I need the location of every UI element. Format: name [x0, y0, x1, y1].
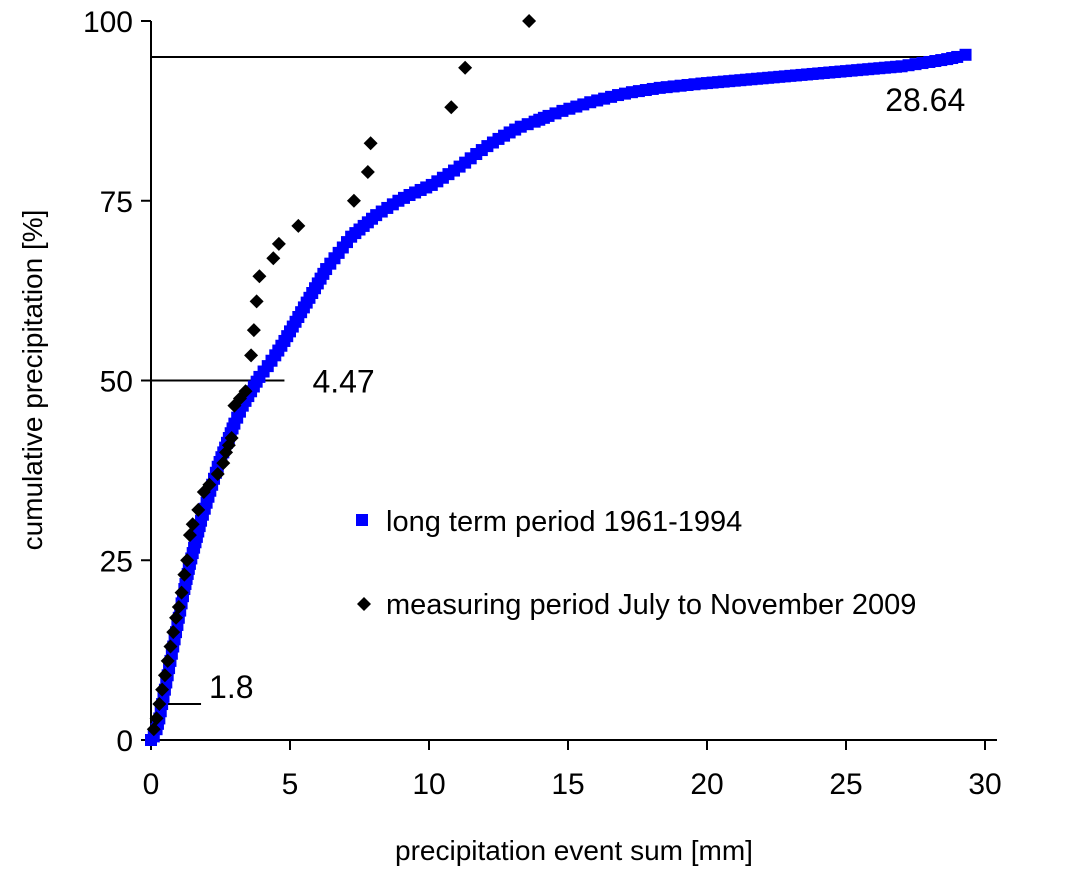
data-point-diamond [522, 14, 537, 28]
y-tick-label: 50 [100, 366, 133, 399]
data-point-diamond [291, 218, 306, 233]
x-tick-label: 15 [551, 768, 584, 801]
data-point-diamond [171, 599, 186, 614]
data-point-diamond [169, 610, 184, 625]
data-point-diamond [444, 100, 459, 115]
legend: long term period 1961-1994 measuring per… [356, 506, 916, 621]
data-point-diamond [157, 668, 172, 683]
legend-marker-square [356, 514, 368, 526]
data-point-diamond [149, 711, 164, 726]
data-point-diamond [146, 722, 161, 737]
legend-item-long-term: long term period 1961-1994 [356, 506, 742, 538]
data-point-diamond [246, 323, 261, 338]
y-tick-label: 25 [100, 545, 133, 578]
series-long-term [145, 48, 972, 746]
data-point-diamond [155, 682, 170, 697]
data-point-diamond [166, 625, 181, 640]
legend-label-measuring-period: measuring period July to November 2009 [386, 589, 916, 621]
x-tick-label: 20 [690, 768, 723, 801]
y-axis-title: cumulative precipitation [%] [17, 210, 48, 551]
legend-label-long-term: long term period 1961-1994 [386, 506, 742, 538]
data-point-diamond [363, 136, 378, 151]
series-measuring-period [146, 14, 537, 737]
y-tick-label: 0 [116, 725, 133, 758]
data-point-diamond [185, 517, 200, 532]
data-point-diamond [191, 502, 206, 517]
legend-item-measuring-period: measuring period July to November 2009 [357, 589, 916, 621]
data-point-diamond [252, 269, 267, 284]
data-point-diamond [152, 697, 167, 712]
data-point-diamond [216, 456, 231, 471]
x-tick-label: 0 [143, 768, 160, 801]
data-point-diamond [360, 164, 375, 179]
data-point-diamond [244, 348, 259, 363]
x-tick-label: 5 [282, 768, 299, 801]
data-point-diamond [271, 236, 286, 251]
data-point-diamond [249, 294, 264, 309]
data-point-diamond [177, 567, 192, 582]
x-tick-label: 30 [968, 768, 1001, 801]
data-point-square [895, 60, 908, 73]
data-point-square [514, 120, 527, 133]
legend-marker-diamond [357, 597, 371, 611]
x-axis-title: precipitation event sum [mm] [395, 835, 753, 866]
data-point-diamond [224, 431, 239, 446]
data-point-diamond [174, 585, 189, 600]
y-tick-label: 75 [100, 186, 133, 219]
reference-label: 28.64 [885, 82, 965, 118]
data-point-diamond [202, 477, 217, 492]
x-tick-label: 10 [412, 768, 445, 801]
data-point-diamond [458, 60, 473, 75]
data-point-diamond [160, 653, 175, 668]
data-point-diamond [266, 251, 281, 266]
data-point-diamond [182, 528, 197, 543]
y-tick-label: 100 [83, 6, 133, 39]
plot-area: 0 25 50 75 100 0 5 10 15 20 25 30 28.64 4.47 1.8 [83, 6, 1002, 801]
reference-label: 1.8 [209, 669, 253, 705]
data-point-diamond [163, 639, 178, 654]
data-point-square [959, 48, 972, 61]
y-axis-ticks: 0 25 50 75 100 [83, 6, 151, 758]
x-axis-ticks: 0 5 10 15 20 25 30 [143, 740, 1002, 801]
data-point-diamond [210, 466, 225, 481]
data-point-diamond [180, 553, 195, 568]
data-point-diamond [346, 193, 361, 208]
x-tick-label: 25 [829, 768, 862, 801]
reference-label: 4.47 [312, 364, 374, 400]
reference-lines: 28.64 4.47 1.8 [151, 55, 972, 706]
data-point-diamond [238, 384, 253, 399]
